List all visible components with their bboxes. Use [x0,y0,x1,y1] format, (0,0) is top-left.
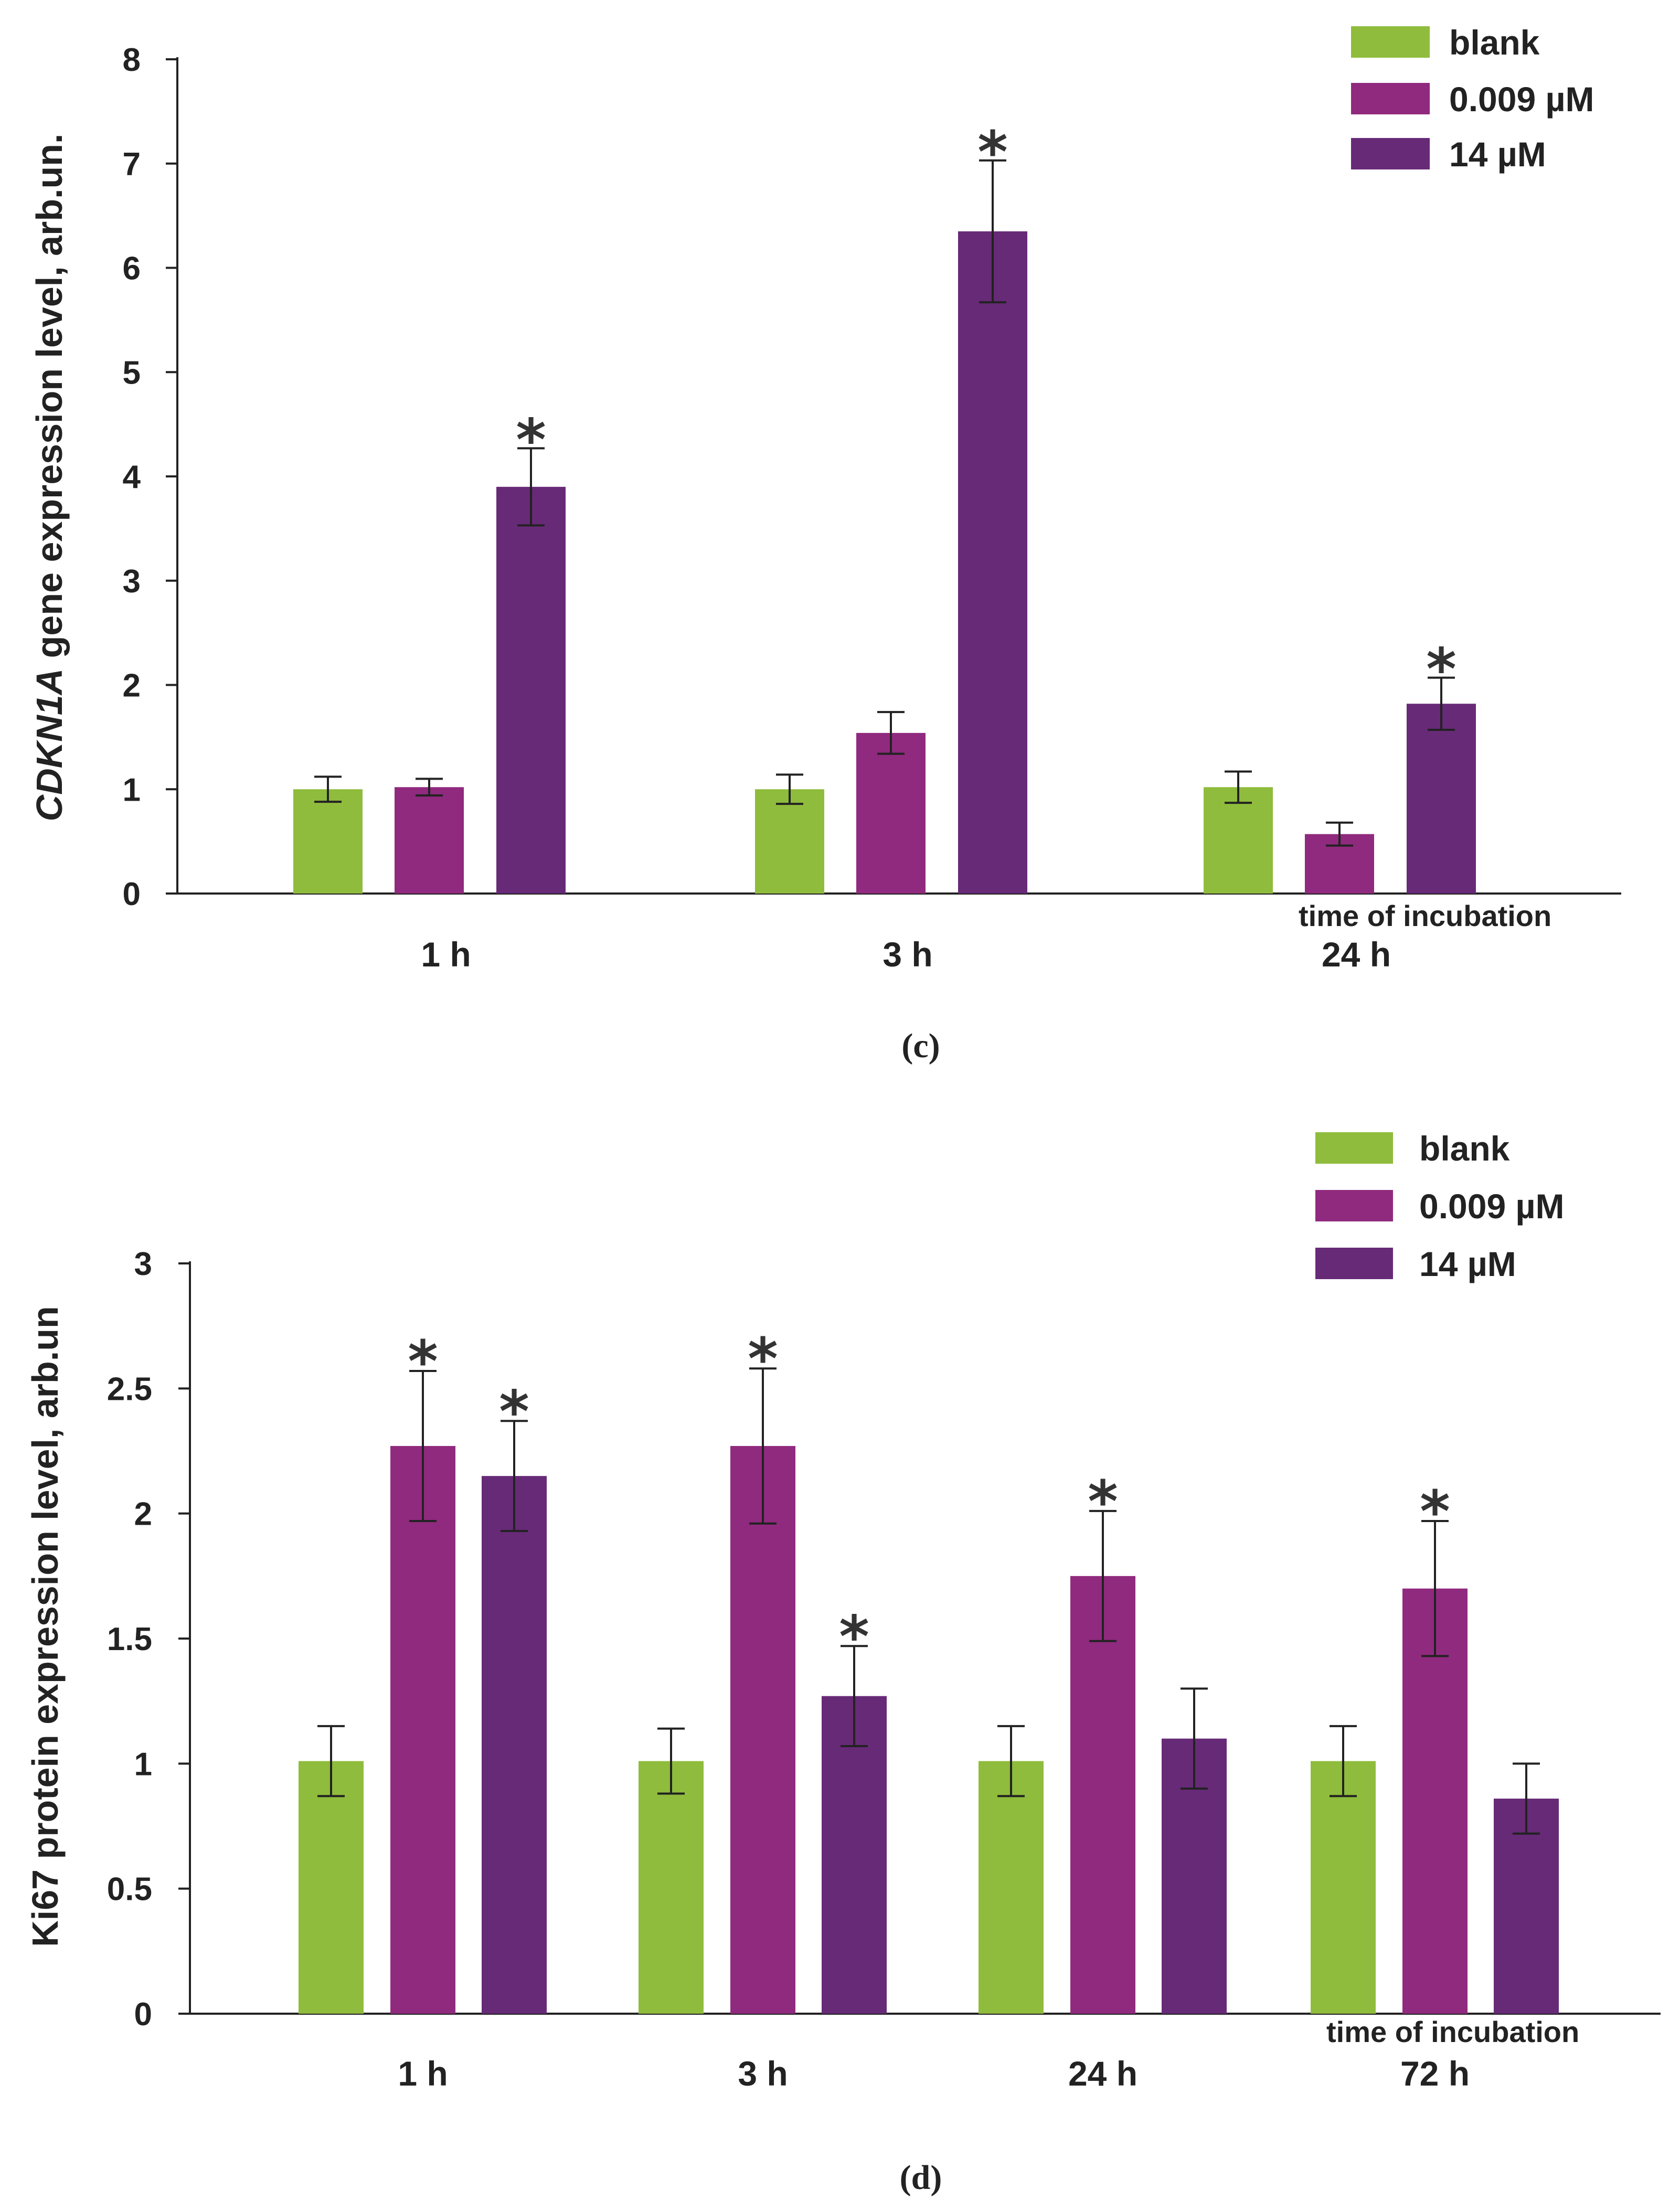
y-tick-label: 3 [134,1246,152,1282]
y-tick-label: 0 [123,876,141,912]
significance-star: * [839,1603,869,1670]
bar-blank-1h [293,789,363,894]
legend-swatch-blank [1351,26,1430,58]
bar-blank-3h [755,789,824,894]
bar-blank-72h [1311,1761,1376,2014]
significance-star: * [748,1325,778,1392]
y-axis-label: Ki67 protein expression level, arb.un [25,1306,66,1947]
bar-blank-24h [1204,787,1273,894]
legend-label-high: 14 µM [1419,1245,1516,1283]
y-tick-label: 2 [123,668,141,704]
bar-high-1h [482,1476,547,2014]
y-tick-label: 2 [134,1496,152,1533]
panel-label: (d) [900,2159,942,2197]
x-category-label: 1 h [421,935,471,974]
y-tick-label: 3 [123,563,141,600]
bar-low-3h [856,732,926,894]
y-axis-label-text: Ki67 protein expression level, arb.un [25,1306,66,1947]
significance-star: * [499,1378,529,1445]
y-tick-label: 8 [123,42,141,78]
x-axis-label: time of incubation [1326,2015,1579,2048]
bar-blank-3h [639,1761,704,2014]
legend-swatch-high [1351,138,1430,169]
y-tick-label: 5 [123,355,141,391]
legend-swatch-low [1315,1190,1393,1221]
chart-panel-d: 0 0.5 1 1.5 2 2.5 3 Ki67 protein expression lev… [25,1129,1661,2197]
bar-low-24h [1070,1576,1135,2014]
x-category-label: 1 h [398,2054,448,2093]
bar-high-24h [1407,704,1476,894]
significance-star: * [516,406,546,473]
y-tick-label: 1.5 [107,1621,152,1657]
y-tick-label: 4 [123,459,141,495]
y-tick-label: 6 [123,251,141,287]
legend-swatch-low [1351,83,1430,114]
legend: blank 0.009 µM 14 µM [1315,1129,1565,1283]
significance-star: * [1088,1468,1118,1535]
bar-high-1h [496,486,566,894]
legend-label-blank: blank [1449,23,1540,62]
x-axis-label: time of incubation [1299,899,1551,932]
bar-low-1h [395,787,464,894]
x-category-label: 3 h [882,935,932,974]
bar-blank-1h [299,1761,364,2014]
y-axis-label: CDKN1A gene expression level, arb.un. [29,134,70,822]
y-tick-label: 2.5 [107,1371,152,1407]
bar-blank-24h [979,1761,1044,2014]
chart-panel-c: 0 1 2 3 4 5 6 7 8 CDKN1A gene expression level, a… [29,23,1621,1065]
bar-low-1h [390,1445,455,2014]
x-category-label: 3 h [738,2054,788,2093]
y-axis-label-gene: CDKN1A [29,668,70,822]
significance-star: * [1420,1478,1450,1545]
significance-star: * [1426,636,1456,703]
significance-star: * [977,119,1008,186]
legend-label-blank: blank [1419,1129,1510,1168]
significance-star: * [408,1328,438,1395]
legend: blank 0.009 µM 14 µM [1351,23,1594,174]
panel-label: (c) [901,1027,940,1065]
x-category-label: 72 h [1400,2054,1470,2093]
legend-swatch-high [1315,1248,1393,1279]
bar-low-72h [1402,1588,1468,2014]
bar-low-3h [730,1445,795,2014]
y-tick-label: 1 [123,772,141,808]
bar-high-3h [958,231,1027,894]
x-category-label: 24 h [1322,935,1391,974]
y-tick-label: 0.5 [107,1872,152,1908]
y-axis-label-text: gene expression level, arb.un. [29,134,70,668]
legend-label-low: 0.009 µM [1449,80,1594,119]
legend-label-high: 14 µM [1449,135,1546,174]
legend-swatch-blank [1315,1132,1393,1164]
x-category-label: 24 h [1068,2054,1137,2093]
y-tick-label: 1 [134,1746,152,1782]
y-tick-label: 0 [134,1996,152,2033]
legend-label-low: 0.009 µM [1419,1187,1565,1226]
bar-high-3h [822,1696,887,2014]
y-tick-label: 7 [123,146,141,183]
